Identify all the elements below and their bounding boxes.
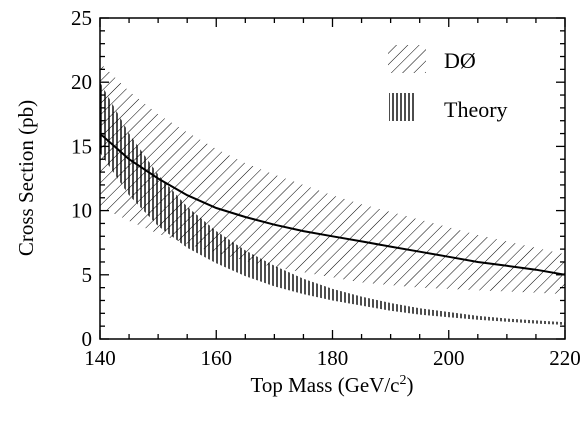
x-axis-title-main: Top Mass (GeV/c bbox=[251, 373, 400, 397]
y-axis-title: Cross Section (pb) bbox=[14, 100, 38, 256]
plot-area bbox=[100, 62, 565, 325]
x-tick-label: 220 bbox=[549, 346, 581, 370]
x-axis-title-sup: 2 bbox=[400, 373, 407, 388]
legend-swatch-do bbox=[388, 45, 426, 73]
x-tick-label: 140 bbox=[84, 346, 116, 370]
x-tick-label: 180 bbox=[317, 346, 349, 370]
legend-swatch-theory bbox=[389, 93, 415, 121]
legend-label-theory: Theory bbox=[444, 97, 508, 122]
x-tick-label: 160 bbox=[201, 346, 233, 370]
y-tick-label: 15 bbox=[71, 134, 92, 158]
y-tick-label: 25 bbox=[71, 6, 92, 30]
y-tick-label: 20 bbox=[71, 70, 92, 94]
x-tick-label: 200 bbox=[433, 346, 465, 370]
axes: 140 160 180 200 220 0 5 10 15 20 25 bbox=[71, 6, 581, 370]
x-axis-title: Top Mass (GeV/c2) bbox=[251, 373, 414, 397]
y-tick-label: 0 bbox=[82, 327, 93, 351]
legend-label-do: DØ bbox=[444, 48, 476, 73]
do-central-line bbox=[100, 132, 565, 276]
x-axis-title-close: ) bbox=[407, 373, 414, 397]
y-tick-label: 10 bbox=[71, 199, 92, 223]
legend: DØ Theory bbox=[388, 45, 508, 122]
y-tick-label: 5 bbox=[82, 263, 93, 287]
